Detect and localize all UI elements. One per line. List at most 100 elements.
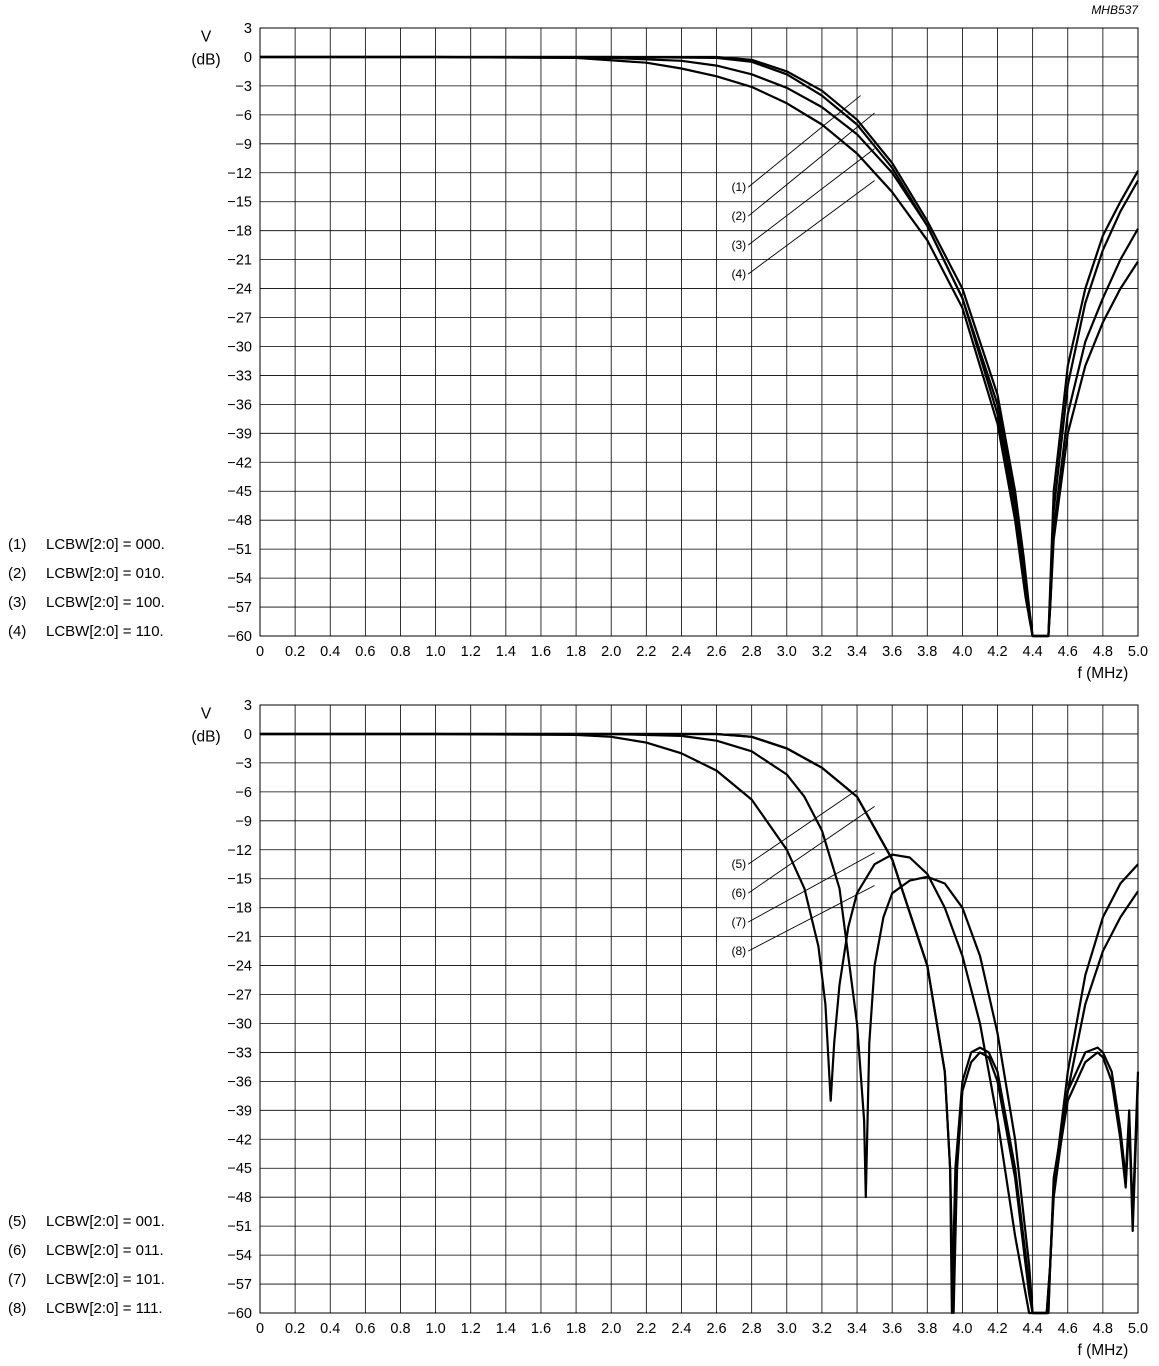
x-axis-label: f (MHz) [1077,665,1128,682]
x-tick-label: 2.6 [706,644,726,660]
y-tick-label: −24 [227,282,252,298]
annotation-label: (8) [731,944,746,958]
x-tick-label: 4.2 [987,1321,1007,1337]
x-tick-label: 2.0 [601,1321,621,1337]
y-tick-label: −12 [227,843,252,859]
legend-entry: LCBW[2:0] = 000. [46,536,165,553]
x-tick-label: 2.4 [671,644,691,660]
x-tick-label: 1.6 [531,1321,551,1337]
y-tick-label: −51 [227,1219,252,1235]
legend-tag: (4) [8,623,26,640]
figure-code: MHB537 [1091,3,1139,17]
x-tick-label: 3.0 [777,1321,797,1337]
x-tick-label: 2.8 [742,644,762,660]
legend-tag: (6) [8,1242,26,1259]
x-tick-label: 1.8 [566,1321,586,1337]
legend-entry: LCBW[2:0] = 011. [46,1242,164,1259]
x-tick-label: 3.0 [777,644,797,660]
y-tick-label: −60 [227,1306,252,1322]
y-tick-label: −48 [227,1190,252,1206]
y-tick-label: −24 [227,959,252,975]
series-curve-3 [260,55,1139,638]
legend-entry: LCBW[2:0] = 010. [46,565,165,582]
x-tick-label: 1.0 [426,644,446,660]
x-tick-label: 4.6 [1058,644,1078,660]
y-tick-label: −48 [227,513,252,529]
x-tick-label: 3.4 [847,644,867,660]
x-tick-label: 1.2 [461,1321,481,1337]
x-tick-label: 2.6 [706,1321,726,1337]
x-tick-label: 0.8 [390,1321,410,1337]
x-tick-label: 0.2 [285,644,305,660]
y-tick-label: −54 [227,571,252,587]
x-tick-label: 4.0 [952,644,972,660]
x-tick-label: 1.8 [566,644,586,660]
annotation-label: (6) [731,886,746,900]
y-tick-label: 3 [244,21,252,37]
x-tick-label: 2.2 [636,1321,656,1337]
annotation-label: (3) [731,238,746,252]
x-tick-label: 2.8 [742,1321,762,1337]
y-tick-label: 0 [244,50,252,66]
legend-tag: (3) [8,594,26,611]
y-tick-label: −33 [227,368,252,384]
annotation-label: (4) [731,267,746,281]
x-tick-label: 5.0 [1128,644,1148,660]
x-tick-label: 1.0 [426,1321,446,1337]
y-tick-label: −6 [235,108,252,124]
y-tick-label: −27 [227,311,252,327]
chart-bottom: 0 0.2 0.4 0.6 0.8 1.0 1.2 1.4 1.6 1.8 2.0 2.2 2.4 2.6… [8,698,1148,1359]
annotation-leader [747,789,858,865]
annotation-leader [747,112,875,217]
plot-frame [259,27,1139,637]
legend-tag: (8) [8,1300,26,1317]
y-tick-label: −57 [227,1277,252,1293]
x-tick-label: 1.2 [461,644,481,660]
x-tick-label: 1.4 [496,1321,516,1337]
annotation-leader [747,148,875,246]
annotation-label: (2) [731,209,746,223]
y-tick-label: −45 [227,484,252,500]
x-tick-label: 3.2 [812,1321,832,1337]
y-axis-label: V [201,706,212,723]
y-tick-label: −3 [235,756,252,772]
y-tick-label: −36 [227,1074,252,1090]
series-curve-4 [260,55,1139,638]
series-curve-1 [260,55,1139,638]
y-tick-label: 3 [244,698,252,714]
x-tick-label: 5.0 [1128,1321,1148,1337]
legend-tag: (5) [8,1213,26,1230]
x-tick-label: 0.4 [320,1321,340,1337]
x-tick-label: 2.4 [671,1321,691,1337]
y-tick-label: −18 [227,224,252,240]
y-tick-label: −9 [235,137,252,153]
y-tick-label: −12 [227,166,252,182]
y-tick-label: −30 [227,339,252,355]
annotation-leader [747,180,875,275]
annotation-leader [747,95,861,188]
x-tick-label: 4.6 [1058,1321,1078,1337]
x-tick-label: 3.4 [847,1321,867,1337]
x-tick-label: 0.2 [285,1321,305,1337]
y-tick-label: −57 [227,600,252,616]
y-tick-label: −18 [227,901,252,917]
x-tick-label: 3.2 [812,644,832,660]
chart-top: 0 0.2 0.4 0.6 0.8 1.0 1.2 1.4 1.6 1.8 2.0 2.2 2.4 2.6… [8,21,1148,682]
y-tick-label: −9 [235,814,252,830]
x-tick-label: 4.8 [1093,644,1113,660]
y-tick-label: −21 [227,930,252,946]
y-tick-label: −39 [227,1103,252,1119]
y-tick-label: −21 [227,253,252,269]
x-tick-label: 3.6 [882,1321,902,1337]
legend-entry: LCBW[2:0] = 001. [46,1213,165,1230]
y-tick-label: −51 [227,542,252,558]
plot-frame [259,704,1139,1314]
x-tick-label: 4.0 [952,1321,972,1337]
annotation-leader [747,805,875,894]
x-tick-label: 0.4 [320,644,340,660]
legend-entry: LCBW[2:0] = 100. [46,594,165,611]
y-tick-label: −6 [235,785,252,801]
x-tick-label: 2.0 [601,644,621,660]
y-axis-label: V [201,29,212,46]
